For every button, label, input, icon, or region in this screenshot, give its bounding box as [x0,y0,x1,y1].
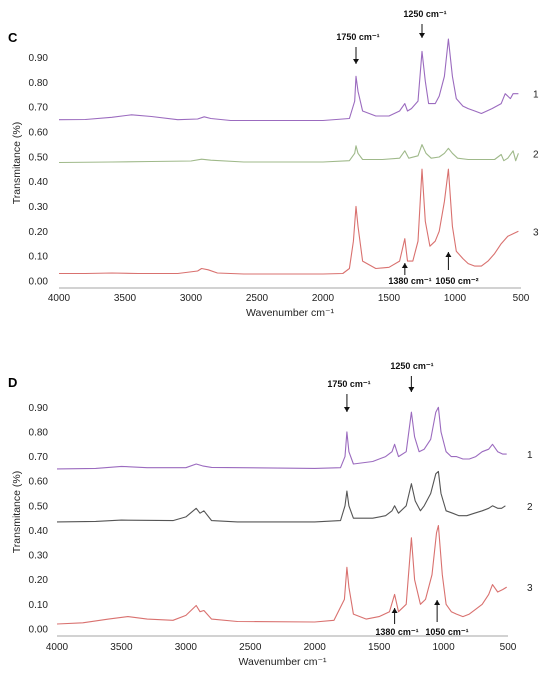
series-label-1: 1 [533,90,539,101]
annotation-arrowhead [445,252,452,257]
y-tick-label: 0.20 [29,575,49,586]
series-label-2: 2 [527,502,533,513]
x-tick-label: 3000 [175,642,198,653]
x-tick-label: 1500 [378,293,401,304]
series-label-1: 1 [527,450,533,461]
series-line-1 [56,406,507,470]
panel-letter: C [8,30,18,45]
x-tick-label: 2500 [239,642,262,653]
y-tick-label: 0.90 [29,403,49,414]
annotation-arrowhead [434,600,441,605]
x-tick-label: 4000 [46,642,69,653]
y-tick-label: 0.30 [29,202,49,213]
y-tick-label: 0.30 [29,551,49,562]
annotation-label: 1050 cm⁻² [435,276,478,286]
x-tick-label: 2000 [312,293,335,304]
annotation-label: 1380 cm⁻¹ [388,276,431,286]
annotation-arrowhead [419,33,425,38]
annotation-arrowhead [353,59,359,64]
series-label-3: 3 [533,227,539,238]
y-tick-label: 0.40 [29,177,49,188]
annotation-label: 1250 cm⁻¹ [403,9,446,19]
x-tick-label: 3500 [114,293,137,304]
y-tick-label: 0.70 [29,452,49,463]
x-tick-label: 1000 [444,293,467,304]
chart-panel-c: C 4000 3500 3000 2500 2000 1500 1000 500 0.00 0.10… [8,9,539,319]
y-tick-label: 0.60 [29,127,49,138]
y-tick-label: 0.50 [29,501,49,512]
y-tick-label: 0.90 [29,53,49,64]
series-label-3: 3 [527,583,533,594]
series-line-3 [59,168,519,275]
panel-letter: D [8,375,17,390]
annotation-label: 1380 cm⁻¹ [375,627,418,637]
x-tick-label: 4000 [48,293,71,304]
x-tick-label: 3000 [180,293,203,304]
series-label-2: 2 [533,149,539,160]
annotation-arrowhead [408,387,415,392]
series-line-3 [56,524,507,625]
series-line-1 [58,38,519,122]
y-tick-label: 0.40 [29,526,49,537]
annotation-label: 1750 cm⁻¹ [336,32,379,42]
chart-panel-d: D 4000 3500 3000 2500 2000 1500 1000 500 0.00 0.10… [8,361,533,668]
y-axis-title: Transmitance (%) [11,471,23,553]
x-tick-label: 2000 [304,642,327,653]
x-tick-label: 500 [513,293,530,304]
x-tick-label: 1500 [368,642,391,653]
annotation-arrowhead [401,263,408,268]
x-axis-title: Wavenumber cm⁻¹ [238,656,327,668]
y-tick-label: 0.00 [29,625,49,636]
annotation-label: 1750 cm⁻¹ [327,379,370,389]
y-axis-title: Transmitance (%) [11,122,23,204]
x-tick-label: 1000 [432,642,455,653]
y-tick-label: 0.80 [29,78,49,89]
annotation-label: 1050 cm⁻¹ [425,627,468,637]
y-tick-label: 0.70 [29,103,49,114]
y-tick-label: 0.10 [29,252,49,263]
x-tick-label: 2500 [246,293,269,304]
x-tick-label: 3500 [110,642,133,653]
y-tick-label: 0.00 [29,277,49,288]
y-tick-label: 0.20 [29,227,49,238]
series-line-2 [58,144,519,164]
y-tick-label: 0.10 [29,600,49,611]
annotation-label: 1250 cm⁻¹ [390,361,433,371]
annotation-arrowhead [391,608,398,613]
y-tick-label: 0.80 [29,427,49,438]
annotation-arrowhead [343,407,350,412]
y-tick-label: 0.50 [29,152,49,163]
series-line-2 [56,470,506,523]
x-tick-label: 500 [500,642,517,653]
y-tick-label: 0.60 [29,477,49,488]
x-axis-title: Wavenumber cm⁻¹ [246,307,335,319]
